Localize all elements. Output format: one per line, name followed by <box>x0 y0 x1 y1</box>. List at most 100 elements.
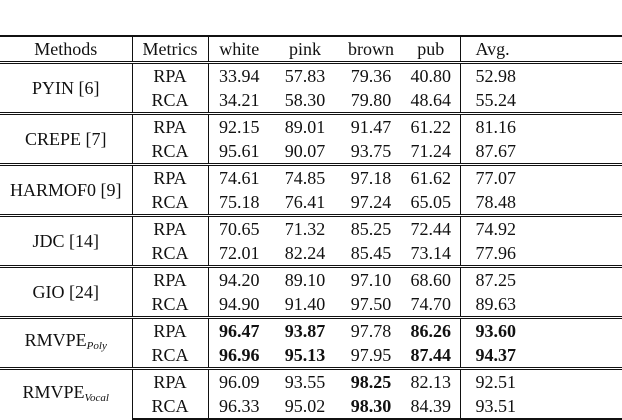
value-cell: 74.85 <box>270 163 340 190</box>
value-cell: 94.20 <box>207 265 270 292</box>
value-cell: 85.25 <box>340 214 402 241</box>
value-cell: 82.13 <box>402 367 460 394</box>
metric-cell: RPA <box>131 61 208 88</box>
metric-cell: RCA <box>131 139 208 165</box>
avg-cell: 52.98 <box>459 61 622 88</box>
method-subscript: Vocal <box>84 391 109 404</box>
value-cell: 89.10 <box>270 265 340 292</box>
method-cell: GIO [24] <box>0 265 132 318</box>
value-cell: 98.30 <box>340 394 402 420</box>
metric-cell: RCA <box>131 241 208 267</box>
value-cell: 97.24 <box>350 192 392 212</box>
value-cell: 72.01 <box>207 241 270 267</box>
value-cell: 82.24 <box>284 243 326 263</box>
table-row: PYIN [6] RPA 33.94 57.83 79.36 40.80 52.98 <box>0 61 622 114</box>
value-cell: 84.39 <box>402 394 460 420</box>
value-cell: 91.40 <box>284 294 326 314</box>
table-row: RCA 72.01 82.24 85.45 73.14 77.96 <box>0 241 622 267</box>
value-cell: 61.62 <box>402 163 460 190</box>
avg-cell: 93.60 <box>459 316 622 343</box>
table-row: GIO [24] RPA 94.20 89.10 97.10 68.60 87.25 <box>0 265 622 318</box>
value-cell: 76.41 <box>284 192 326 212</box>
value-cell: 71.32 <box>270 214 340 241</box>
method-cell: CREPE [7] <box>0 112 132 165</box>
avg-cell: 74.92 <box>459 214 622 241</box>
value-cell: 87.44 <box>410 345 452 365</box>
table-row: JDC [14] RPA 70.65 71.32 85.25 72.44 74.92 <box>0 214 622 267</box>
method-name: GIO [24] <box>32 282 99 302</box>
table-row: CREPE [7] RPA 92.15 89.01 91.47 61.22 81.16 <box>0 112 622 165</box>
value-cell: 65.05 <box>410 192 452 212</box>
value-cell: 48.64 <box>410 90 452 110</box>
method-cell: RMVPEPoly <box>0 316 132 369</box>
avg-cell: 78.48 <box>459 190 622 216</box>
avg-cell: 77.07 <box>459 163 622 190</box>
method-subscript: Poly <box>86 340 107 352</box>
avg-cell: 94.37 <box>459 343 622 369</box>
metric-cell: RPA <box>131 163 208 190</box>
value-cell: 97.78 <box>340 316 402 343</box>
value-cell: 85.45 <box>350 243 392 263</box>
value-cell: 34.21 <box>207 88 270 114</box>
metric-cell: RCA <box>131 88 208 114</box>
column-header: Avg. <box>459 36 622 63</box>
method-name: CREPE [7] <box>24 129 107 149</box>
avg-cell: 87.25 <box>459 265 622 292</box>
metric-cell: RPA <box>131 214 208 241</box>
value-cell: 95.02 <box>270 394 340 420</box>
column-header: pub <box>417 39 445 59</box>
value-cell: 75.18 <box>207 190 270 216</box>
value-cell: 89.01 <box>270 112 340 139</box>
method-name: RMVPE <box>22 381 85 402</box>
value-cell: 97.50 <box>350 294 392 314</box>
value-cell: 73.14 <box>410 243 452 263</box>
metric-cell: RCA <box>131 394 208 420</box>
method-cell: HARMOF0 [9] <box>0 163 132 216</box>
value-cell: 94.90 <box>207 292 270 318</box>
value-cell: 97.95 <box>350 345 392 365</box>
value-cell: 72.44 <box>402 214 460 241</box>
value-cell: 93.75 <box>350 141 392 161</box>
value-cell: 79.36 <box>340 61 402 88</box>
value-cell: 57.83 <box>270 61 340 88</box>
avg-cell: 87.67 <box>459 139 622 165</box>
method-name: PYIN [6] <box>32 78 100 98</box>
column-header: Methods <box>34 39 98 59</box>
method-name: HARMOF0 [9] <box>9 180 122 200</box>
value-cell: 86.26 <box>402 316 460 343</box>
metric-cell: RCA <box>131 292 208 318</box>
value-cell: 93.55 <box>270 367 340 394</box>
value-cell: 74.61 <box>207 163 270 190</box>
value-cell: 98.25 <box>340 367 402 394</box>
column-header: white <box>207 36 270 63</box>
value-cell: 96.33 <box>207 394 270 420</box>
value-cell: 71.24 <box>410 141 452 161</box>
value-cell: 33.94 <box>207 61 270 88</box>
value-cell: 70.65 <box>207 214 270 241</box>
table-row: RCA 94.90 91.40 97.50 74.70 89.63 <box>0 292 622 318</box>
avg-cell: 55.24 <box>459 88 622 114</box>
results-table: Methods Metrics white pink brown pub Avg. PYIN… <box>0 35 622 420</box>
metric-cell: RPA <box>131 265 208 292</box>
header-row: Methods Metrics white pink brown pub Avg. <box>0 36 622 63</box>
avg-cell: 92.51 <box>459 367 622 394</box>
value-cell: 97.18 <box>340 163 402 190</box>
metric-cell: RPA <box>131 316 208 343</box>
metric-cell: RPA <box>131 367 208 394</box>
metric-cell: RCA <box>131 190 208 216</box>
table-row: RCA 95.61 90.07 93.75 71.24 87.67 <box>0 139 622 165</box>
value-cell: 74.70 <box>410 294 452 314</box>
value-cell: 90.07 <box>284 141 326 161</box>
value-cell: 92.15 <box>207 112 270 139</box>
value-cell: 95.61 <box>207 139 270 165</box>
table-row: RCA 34.21 58.30 79.80 48.64 55.24 <box>0 88 622 114</box>
avg-cell: 89.63 <box>459 292 622 318</box>
method-cell: RMVPEVocal <box>0 367 132 419</box>
value-cell: 93.87 <box>270 316 340 343</box>
value-cell: 96.47 <box>207 316 270 343</box>
method-cell: PYIN [6] <box>0 61 132 114</box>
column-header: pink <box>288 39 321 59</box>
metric-cell: RCA <box>131 343 208 369</box>
table-row: RCA 75.18 76.41 97.24 65.05 78.48 <box>0 190 622 216</box>
value-cell: 68.60 <box>402 265 460 292</box>
